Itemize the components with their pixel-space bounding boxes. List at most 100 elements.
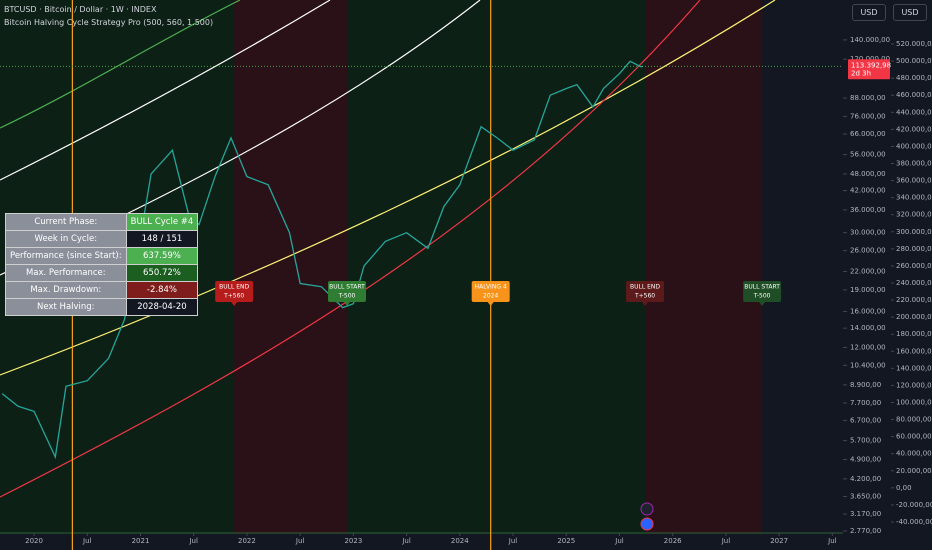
- countdown-label: 2d 3h: [851, 69, 871, 77]
- y2-tick-label: 460.000,00: [896, 91, 932, 99]
- y2-tick-label: 340.000,00: [896, 194, 932, 202]
- annotation-label: BULL END: [219, 284, 249, 291]
- table-value: 2028-04-20: [125, 298, 199, 316]
- y-tick-label: 6.700,00: [850, 416, 881, 424]
- x-tick-label: 2025: [557, 537, 575, 545]
- y2-tick-label: 300.000,00: [896, 228, 932, 236]
- y2-tick-label: 400.000,00: [896, 142, 932, 150]
- annotation-box: [327, 281, 366, 302]
- y2-tick-label: -20.000,00: [896, 501, 932, 509]
- annotation-label: T+560: [223, 293, 244, 300]
- annotation-label: T+560: [634, 293, 655, 300]
- event-icon[interactable]: [640, 517, 654, 531]
- x-tick-label: 2026: [664, 537, 682, 545]
- table-label: Max. Performance:: [5, 264, 127, 282]
- table-row: Next Halving: 2028-04-20: [5, 298, 199, 316]
- y-tick-label: 48.000,00: [850, 170, 886, 178]
- y2-tick-label: 100.000,00: [896, 398, 932, 406]
- table-row: Performance (since Start): 637.59%: [5, 247, 199, 265]
- table-label: Performance (since Start):: [5, 247, 127, 265]
- annotation-box: [626, 281, 665, 302]
- y-tick-label: 66.000,00: [850, 130, 886, 138]
- band-green: [0, 0, 241, 129]
- annotation-pointer: [231, 302, 238, 306]
- table-label: Next Halving:: [5, 298, 127, 316]
- y-tick-label: 56.000,00: [850, 151, 886, 159]
- price-line: [1, 60, 644, 460]
- y2-tick-label: 80.000,00: [896, 416, 932, 424]
- table-label: Max. Drawdown:: [5, 281, 127, 299]
- x-tick-label: Jul: [295, 537, 305, 545]
- x-tick-label: Jul: [721, 537, 731, 545]
- table-label: Current Phase:: [5, 213, 127, 231]
- y2-tick-label: 380.000,00: [896, 160, 932, 168]
- phase-region: [234, 0, 347, 533]
- y2-tick-label: 240.000,00: [896, 279, 932, 287]
- band-yellow: [0, 0, 776, 376]
- y-tick-label: 3.170,00: [850, 510, 881, 518]
- y-tick-label: 42.000,00: [850, 187, 886, 195]
- axis-panel: [843, 0, 932, 550]
- y2-tick-label: 40.000,00: [896, 450, 932, 458]
- y2-tick-label: 440.000,00: [896, 108, 932, 116]
- currency-button[interactable]: USD: [893, 4, 927, 21]
- annotation-label: T-500: [338, 293, 356, 300]
- annotation-label: BULL START: [329, 284, 365, 291]
- y-tick-label: 22.000,00: [850, 268, 886, 276]
- y-tick-label: 14.000,00: [850, 324, 886, 332]
- y2-tick-label: 20.000,00: [896, 467, 932, 475]
- y-tick-label: 3.650,00: [850, 492, 881, 500]
- y2-tick-label: 420.000,00: [896, 125, 932, 133]
- y-tick-label: 16.000,00: [850, 307, 886, 315]
- x-tick-label: Jul: [508, 537, 518, 545]
- y2-tick-label: 480.000,00: [896, 74, 932, 82]
- x-tick-label: 2023: [344, 537, 362, 545]
- y-tick-label: 8.900,00: [850, 381, 881, 389]
- x-tick-label: Jul: [188, 537, 198, 545]
- annotation-pointer: [343, 302, 350, 306]
- annotation-label: HALVING 4: [475, 284, 507, 291]
- price-tag: [848, 59, 890, 80]
- table-value: -2.84%: [125, 281, 199, 299]
- annotation-box: [471, 281, 510, 302]
- y-tick-label: 88.000,00: [850, 94, 886, 102]
- y-tick-label: 36.000,00: [850, 206, 886, 214]
- event-icon[interactable]: [640, 502, 654, 516]
- y-tick-label: 4.900,00: [850, 456, 881, 464]
- x-tick-label: 2024: [451, 537, 469, 545]
- annotation-pointer: [487, 302, 494, 306]
- y-tick-label: 76.000,00: [850, 112, 886, 120]
- y-tick-label: 30.000,00: [850, 229, 886, 237]
- y-tick-label: 5.700,00: [850, 437, 881, 445]
- annotation-label: 2024: [483, 293, 498, 300]
- symbol: BTCUSD · Bitcoin / Dollar · 1W · INDEX: [4, 5, 157, 14]
- band-red: [0, 0, 701, 498]
- x-tick-label: 2021: [132, 537, 150, 545]
- y2-tick-label: 60.000,00: [896, 433, 932, 441]
- y2-tick-label: -40.000,00: [896, 518, 932, 526]
- y2-tick-label: 200.000,00: [896, 313, 932, 321]
- y2-tick-label: 500.000,00: [896, 57, 932, 65]
- y-tick-label: 4.200,00: [850, 475, 881, 483]
- y2-tick-label: 220.000,00: [896, 296, 932, 304]
- band-white: [0, 0, 331, 181]
- x-tick-label: Jul: [614, 537, 624, 545]
- price-tag-label: 113.392,98: [851, 61, 891, 69]
- x-tick-label: 2022: [238, 537, 256, 545]
- status-table: Current Phase: BULL Cycle #4 Week in Cycle…: [5, 213, 199, 316]
- y-tick-label: 19.000,00: [850, 286, 886, 294]
- annotation-pointer: [642, 302, 649, 306]
- annotation-box: [215, 281, 254, 302]
- table-row: Max. Performance: 650.72%: [5, 264, 199, 282]
- annotation-label: BULL END: [630, 284, 660, 291]
- phase-region: [346, 0, 646, 533]
- x-tick-label: Jul: [82, 537, 92, 545]
- y-tick-label: 140.000,00: [850, 36, 890, 44]
- table-row: Max. Drawdown: -2.84%: [5, 281, 199, 299]
- x-tick-label: 2020: [25, 537, 43, 545]
- y-tick-label: 7.700,00: [850, 399, 881, 407]
- table-row: Week in Cycle: 148 / 151: [5, 230, 199, 248]
- currency-button[interactable]: USD: [852, 4, 886, 21]
- y-tick-label: 12.000,00: [850, 343, 886, 351]
